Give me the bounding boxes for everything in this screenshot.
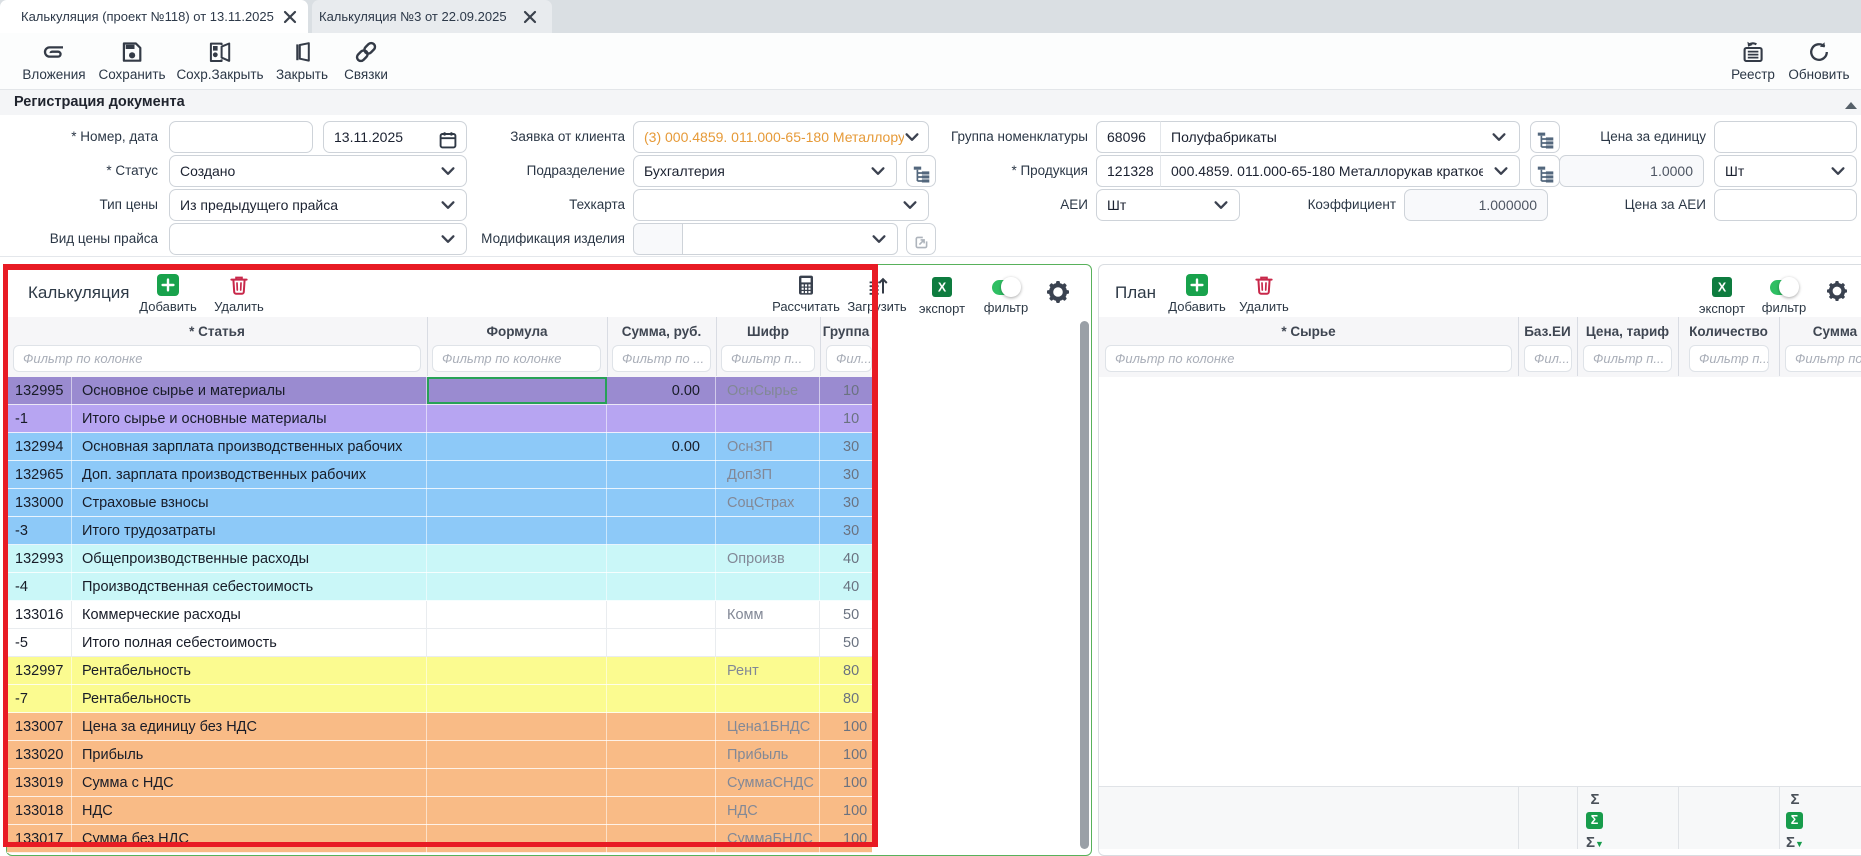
svg-text:X: X (938, 280, 947, 294)
svg-text:X: X (1718, 280, 1727, 294)
